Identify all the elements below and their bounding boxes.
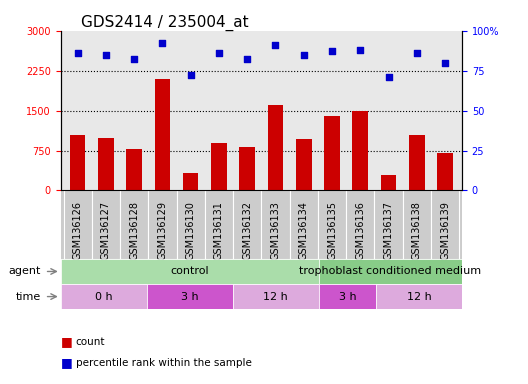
Bar — [240, 147, 255, 190]
Bar — [437, 153, 453, 190]
Text: GSM136135: GSM136135 — [327, 201, 337, 260]
Bar — [290, 190, 318, 259]
Bar — [92, 190, 120, 259]
Text: GSM136132: GSM136132 — [242, 201, 252, 260]
Text: GSM136131: GSM136131 — [214, 201, 224, 260]
Text: GSM136126: GSM136126 — [73, 201, 83, 260]
Bar — [319, 259, 462, 284]
Point — [186, 72, 195, 78]
Bar — [376, 284, 462, 309]
Text: 12 h: 12 h — [407, 291, 431, 301]
Bar — [268, 105, 283, 190]
Text: GSM136136: GSM136136 — [355, 201, 365, 260]
Bar — [147, 284, 233, 309]
Text: ■: ■ — [61, 356, 72, 369]
Point — [328, 48, 336, 55]
Bar — [183, 173, 199, 190]
Text: 0 h: 0 h — [95, 291, 112, 301]
Bar — [319, 284, 376, 309]
Point — [243, 56, 251, 63]
Text: GSM136130: GSM136130 — [186, 201, 196, 260]
Text: agent: agent — [8, 266, 41, 276]
Text: 3 h: 3 h — [338, 291, 356, 301]
Bar — [381, 175, 397, 190]
Point — [356, 47, 364, 53]
Point — [73, 50, 82, 56]
Text: GSM136137: GSM136137 — [383, 201, 393, 260]
Point — [299, 51, 308, 58]
Text: count: count — [76, 337, 105, 347]
Text: GSM136129: GSM136129 — [157, 201, 167, 260]
Bar — [211, 142, 227, 190]
Bar — [155, 79, 170, 190]
Bar — [296, 139, 312, 190]
Bar — [63, 190, 92, 259]
Point — [130, 56, 138, 63]
Bar — [126, 149, 142, 190]
Bar — [70, 134, 86, 190]
Bar — [98, 138, 114, 190]
Bar — [318, 190, 346, 259]
Point — [215, 50, 223, 56]
Bar — [431, 190, 459, 259]
Text: percentile rank within the sample: percentile rank within the sample — [76, 358, 251, 368]
Bar — [176, 190, 205, 259]
Text: time: time — [15, 291, 41, 301]
Point — [384, 74, 393, 80]
Bar — [346, 190, 374, 259]
Bar — [374, 190, 403, 259]
Text: GSM136134: GSM136134 — [299, 201, 309, 260]
Bar — [324, 116, 340, 190]
Bar — [261, 190, 290, 259]
Bar — [233, 284, 319, 309]
Bar — [61, 284, 147, 309]
Text: 12 h: 12 h — [263, 291, 288, 301]
Point — [271, 42, 280, 48]
Text: GSM136133: GSM136133 — [270, 201, 280, 260]
Bar — [353, 111, 368, 190]
Text: 3 h: 3 h — [181, 291, 199, 301]
Text: GSM136138: GSM136138 — [412, 201, 422, 260]
Text: ■: ■ — [61, 335, 72, 348]
Bar — [403, 190, 431, 259]
Bar — [205, 190, 233, 259]
Point — [158, 40, 167, 46]
Bar — [120, 190, 148, 259]
Point — [412, 50, 421, 56]
Text: trophoblast conditioned medium: trophoblast conditioned medium — [299, 266, 482, 276]
Text: GSM136139: GSM136139 — [440, 201, 450, 260]
Bar — [409, 134, 425, 190]
Point — [441, 60, 449, 66]
Text: GDS2414 / 235004_at: GDS2414 / 235004_at — [81, 15, 248, 31]
Point — [102, 51, 110, 58]
Bar — [148, 190, 176, 259]
Text: GSM136128: GSM136128 — [129, 201, 139, 260]
Text: control: control — [171, 266, 209, 276]
Bar — [233, 190, 261, 259]
Text: GSM136127: GSM136127 — [101, 201, 111, 260]
Bar — [61, 259, 319, 284]
